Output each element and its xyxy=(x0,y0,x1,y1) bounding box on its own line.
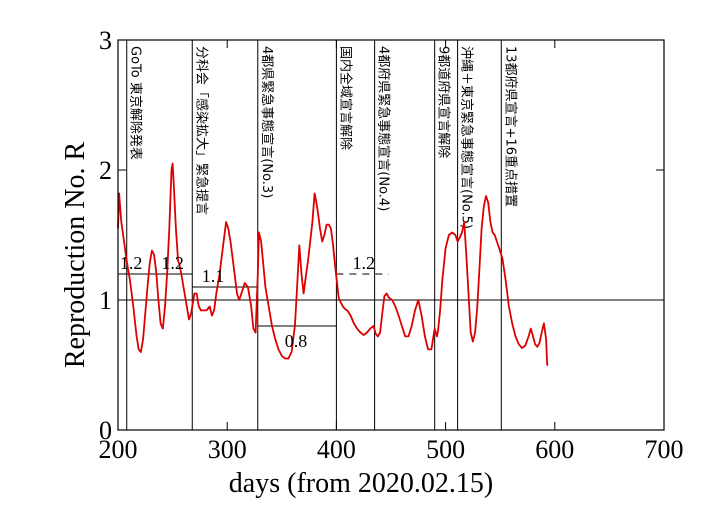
x-tick-label: 500 xyxy=(426,435,465,464)
series-layer xyxy=(117,162,549,366)
axis-ticks: 200 300 400 500 600 700 0 1 2 3 xyxy=(99,26,684,464)
event-label: 国内全域宣言解除 xyxy=(337,46,353,150)
reference-value-label: 1.1 xyxy=(202,266,225,286)
reference-labels: 1.2 1.2 1.1 0.8 1.2 xyxy=(120,253,375,351)
event-label: 沖縄＋東京緊急事態宣言(No.5) xyxy=(459,46,475,229)
y-tick-label: 1 xyxy=(99,286,112,315)
event-markers: GoTo 東京解除発表 分科会「感染拡大」緊急提言 4都県緊急事態宣言(No.3) 国… xyxy=(126,40,518,430)
reference-value-label: 1.2 xyxy=(120,253,143,273)
event-label: GoTo 東京解除発表 xyxy=(128,46,144,160)
reference-value-label: 0.8 xyxy=(285,331,308,351)
event-label: 13都府県宣言+16重点措置 xyxy=(502,46,518,207)
y-axis-label: Reproduction No. R xyxy=(60,142,91,369)
x-tick-label: 300 xyxy=(208,435,247,464)
x-tick-label: 200 xyxy=(99,435,138,464)
event-label: 4都県緊急事態宣言(No.3) xyxy=(259,46,275,198)
x-tick-label: 700 xyxy=(645,435,684,464)
x-tick-label: 600 xyxy=(535,435,574,464)
x-tick-label: 400 xyxy=(317,435,356,464)
plot-frame xyxy=(117,39,665,431)
reference-value-label: 1.2 xyxy=(352,253,375,273)
y-tick-label: 2 xyxy=(99,156,112,185)
event-label: 4都府県緊急事態宣言(No.4) xyxy=(376,46,392,211)
event-label: 分科会「感染拡大」緊急提言 xyxy=(193,46,209,215)
x-axis-label: days (from 2020.02.15) xyxy=(229,468,493,499)
y-tick-label: 0 xyxy=(99,416,112,445)
series-line xyxy=(117,162,549,366)
reference-value-label: 1.2 xyxy=(161,253,184,273)
y-tick-label: 3 xyxy=(99,26,112,55)
event-label: 9都道府県宣言解除 xyxy=(436,46,452,158)
